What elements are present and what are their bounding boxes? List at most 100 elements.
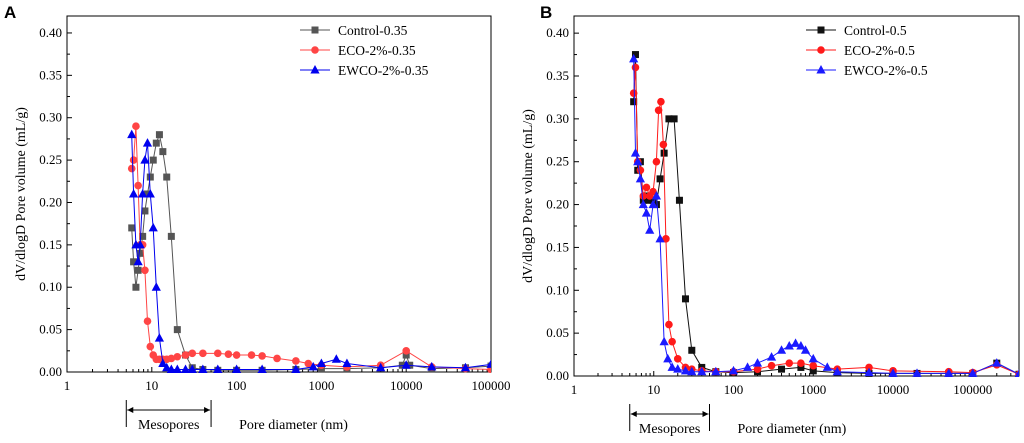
panel-letter-b: B bbox=[540, 3, 552, 22]
data-point bbox=[146, 173, 154, 181]
data-point bbox=[159, 148, 167, 156]
data-point bbox=[142, 138, 153, 147]
data-point bbox=[292, 357, 300, 365]
data-point bbox=[173, 326, 181, 334]
data-point bbox=[742, 362, 753, 371]
data-point bbox=[199, 349, 207, 358]
y-tick-label: 0.25 bbox=[39, 152, 62, 167]
data-point bbox=[187, 364, 197, 373]
data-point bbox=[402, 351, 410, 359]
data-point bbox=[680, 365, 691, 375]
data-point bbox=[158, 358, 168, 368]
data-point bbox=[639, 192, 648, 200]
data-point bbox=[188, 349, 197, 358]
data-point bbox=[486, 359, 491, 368]
data-point bbox=[657, 97, 665, 106]
data-point bbox=[808, 353, 818, 363]
series-circle bbox=[127, 122, 491, 373]
data-point bbox=[675, 196, 683, 204]
data-point bbox=[304, 359, 313, 368]
y-tick-label: 0.20 bbox=[39, 194, 62, 209]
data-point bbox=[145, 189, 155, 198]
data-point bbox=[784, 341, 794, 350]
data-point bbox=[651, 191, 662, 200]
data-point bbox=[273, 354, 281, 363]
data-point bbox=[167, 232, 175, 240]
x-tick-label: 100 bbox=[724, 382, 744, 397]
series-square bbox=[128, 131, 491, 373]
data-point bbox=[166, 364, 176, 373]
legend-label: Control-0.35 bbox=[338, 23, 408, 38]
y-axis-title: dV/dlogD Pore volume (mL/g) bbox=[14, 107, 29, 281]
y-tick-label: 0.05 bbox=[39, 322, 62, 337]
y-tick-label: 0.35 bbox=[546, 68, 569, 83]
chart-panel-a: A 0.00 0.05 0.10 0.15 0.20 0.25 0.30 0.35 0.40 1 1… bbox=[4, 3, 511, 433]
data-point bbox=[785, 359, 794, 367]
data-point bbox=[667, 362, 677, 371]
data-point bbox=[213, 349, 222, 358]
y-tick-label: 0.15 bbox=[39, 237, 62, 252]
data-point bbox=[654, 106, 663, 115]
y-tick-label: 0.05 bbox=[546, 325, 569, 340]
data-point bbox=[213, 364, 223, 373]
plot-frame bbox=[66, 15, 492, 373]
data-point bbox=[151, 282, 161, 291]
data-point bbox=[652, 157, 661, 166]
y-tick-label: 0.25 bbox=[546, 154, 569, 169]
data-point bbox=[146, 342, 155, 351]
x-tick-label: 10000 bbox=[390, 378, 423, 393]
data-point bbox=[670, 115, 678, 123]
x-tick-label: 10 bbox=[647, 382, 660, 397]
data-point bbox=[968, 368, 978, 377]
series-line bbox=[131, 126, 491, 370]
mesopores-label: Mesopores bbox=[138, 418, 199, 433]
data-point bbox=[697, 366, 707, 376]
legend-label: Control-0.5 bbox=[844, 23, 907, 38]
data-point bbox=[136, 249, 144, 257]
data-point bbox=[141, 266, 149, 275]
data-point bbox=[648, 199, 658, 209]
data-point bbox=[688, 346, 696, 354]
x-tick-label: 1 bbox=[64, 378, 71, 393]
series-triangle bbox=[127, 129, 491, 373]
data-point bbox=[257, 364, 267, 373]
data-point bbox=[635, 173, 645, 183]
y-tick-label: 0.20 bbox=[546, 197, 569, 212]
data-point bbox=[992, 358, 1002, 367]
data-point bbox=[376, 362, 386, 372]
data-point bbox=[173, 352, 182, 361]
data-point bbox=[864, 367, 874, 377]
data-point bbox=[766, 352, 777, 361]
data-point bbox=[645, 225, 655, 234]
data-point bbox=[224, 350, 233, 359]
data-point bbox=[128, 224, 136, 232]
x-tick-label: 100000 bbox=[472, 378, 511, 393]
x-tick-label: 100 bbox=[227, 378, 247, 393]
legend-marker bbox=[817, 46, 825, 54]
data-point bbox=[753, 365, 762, 373]
data-point bbox=[638, 199, 648, 209]
data-point bbox=[427, 361, 437, 371]
data-point bbox=[800, 345, 811, 354]
mesopore-arrow-right bbox=[204, 407, 211, 413]
data-point bbox=[629, 89, 638, 97]
data-point bbox=[140, 155, 150, 164]
mesopore-arrow-left bbox=[630, 411, 637, 417]
series-line bbox=[633, 58, 1019, 375]
data-point bbox=[135, 239, 145, 249]
data-point bbox=[180, 364, 191, 373]
data-point bbox=[144, 190, 152, 198]
x-tick-label: 100000 bbox=[953, 382, 992, 397]
chart-panel-b: B 0.00 0.05 0.10 0.15 0.20 0.25 0.30 0.35 0.40 1 1… bbox=[521, 3, 1020, 437]
data-point bbox=[652, 201, 660, 209]
data-point bbox=[139, 232, 147, 240]
data-point bbox=[656, 175, 664, 183]
data-point bbox=[132, 283, 140, 291]
legend-label: ECO-2%-0.35 bbox=[338, 43, 416, 58]
data-point bbox=[181, 351, 190, 359]
data-point bbox=[127, 164, 136, 173]
legend-label: ECO-2%-0.5 bbox=[844, 43, 915, 58]
data-point bbox=[401, 360, 411, 369]
data-point bbox=[258, 352, 266, 360]
